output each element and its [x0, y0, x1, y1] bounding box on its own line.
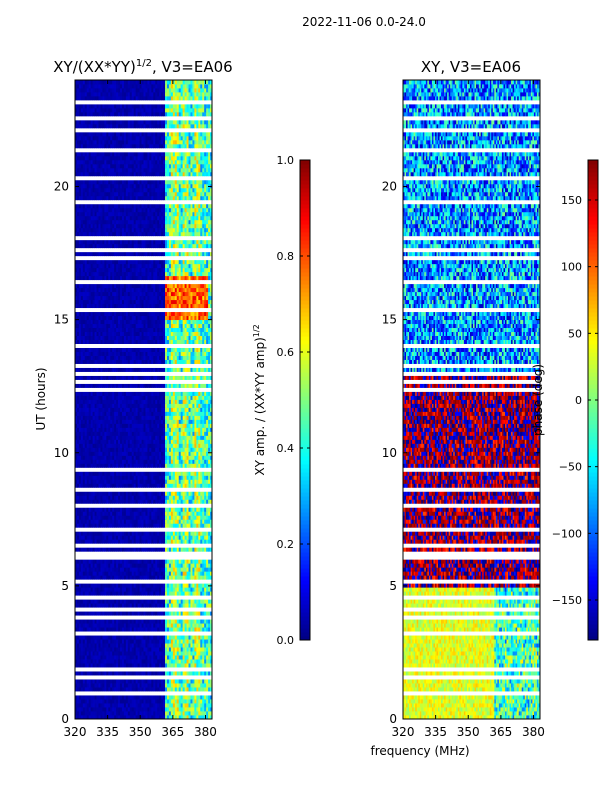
left-title-suffix: , V3=EA06	[152, 58, 233, 76]
gap-row	[75, 667, 212, 671]
gap-row	[75, 380, 212, 384]
gap-row	[75, 364, 212, 368]
gap-row	[75, 503, 212, 507]
gap-row	[75, 691, 212, 695]
gap-row	[75, 372, 212, 376]
gap-row	[75, 675, 212, 679]
gap-row	[75, 615, 212, 619]
gap-row	[75, 467, 212, 471]
left-title-prefix: XY/(XX*YY)	[53, 58, 136, 76]
gap-row	[75, 631, 212, 635]
figure-suptitle: 2022-11-06 0.0-24.0	[302, 15, 426, 29]
gap-row	[75, 487, 212, 491]
gap-row	[75, 555, 212, 559]
gap-row	[75, 527, 212, 531]
gap-row	[75, 543, 212, 547]
gap-row	[75, 595, 212, 599]
left-heatmap	[75, 80, 212, 719]
gap-row	[75, 388, 212, 392]
figure: 2022-11-06 0.0-24.0 XY/(XX*YY)1/2, V3=EA…	[0, 0, 600, 800]
gap-row	[75, 579, 212, 583]
left-panel-title: XY/(XX*YY)1/2, V3=EA06	[53, 58, 232, 76]
gap-row	[75, 607, 212, 611]
gap-row	[75, 551, 212, 555]
left-title-exponent: 1/2	[136, 58, 152, 69]
